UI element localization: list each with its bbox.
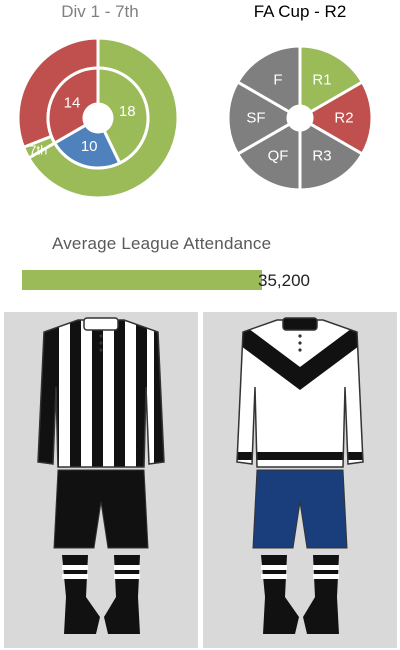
cup-slice-0 (298, 44, 365, 115)
cup-label-2: R3 (312, 148, 331, 165)
home-sock-left (62, 555, 100, 634)
home-collar (83, 317, 119, 331)
home-kit-icon (37, 317, 165, 634)
attendance-title: Average League Attendance (52, 234, 272, 253)
cup-label-4: SF (246, 110, 265, 127)
cup-slice-4 (226, 79, 292, 157)
league-inner-slice-2 (46, 66, 100, 146)
cup-label-1: R2 (334, 110, 353, 127)
cup-label-3: QF (268, 148, 289, 165)
away-shorts (252, 469, 348, 549)
away-sock-right (303, 555, 339, 634)
cup-slice-2 (298, 121, 365, 192)
league-inner-slice-1 (52, 122, 122, 170)
league-inner-label-0: 18 (119, 103, 136, 120)
league-chart-title: Div 1 - 7th (61, 2, 139, 21)
cup-chart-title: FA Cup - R2 (253, 2, 347, 21)
home-kit-panel (4, 312, 198, 648)
home-shorts (53, 469, 149, 549)
league-inner-label-1: 10 (81, 138, 98, 155)
cup-label-5: F (273, 71, 282, 88)
cup-slice-1 (308, 79, 374, 157)
cup-pie-chart: R1 R2 R3 QF SF F (226, 44, 374, 192)
home-shirt (38, 320, 164, 467)
cup-slice-3 (235, 121, 302, 192)
away-sock-left (261, 555, 299, 634)
league-inner-slice-0 (96, 66, 150, 166)
away-kit-icon (236, 317, 364, 634)
away-collar (282, 317, 318, 331)
league-outer-label-1: 7th (29, 142, 47, 157)
home-sock-right (104, 555, 140, 634)
away-kit-panel (203, 312, 397, 648)
attendance-bar (22, 270, 262, 290)
league-donut-chart: 7th 18 10 14 (16, 36, 180, 200)
cup-label-0: R1 (312, 71, 331, 88)
away-shirt (237, 320, 363, 467)
cup-slice-5 (235, 44, 302, 115)
league-inner-label-2: 14 (64, 95, 81, 112)
attendance-value: 35,200 (258, 271, 310, 290)
